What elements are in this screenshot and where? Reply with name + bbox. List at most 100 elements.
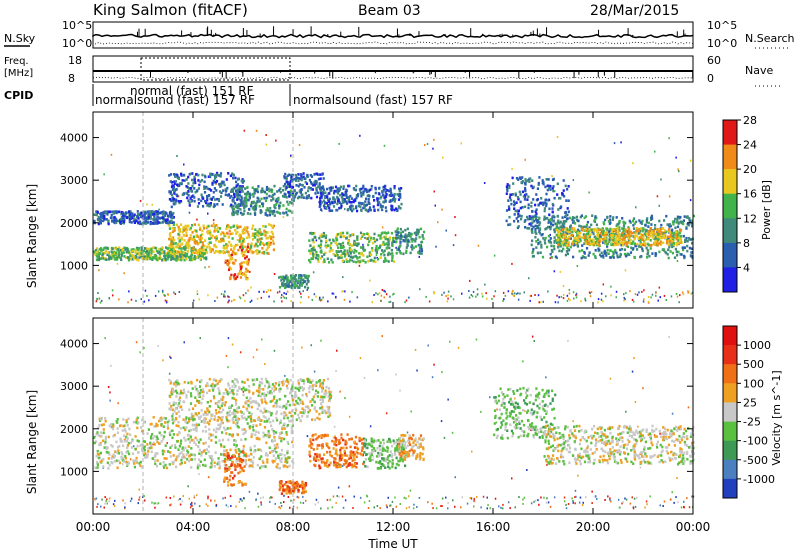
data-cell — [342, 260, 346, 264]
data-cell — [185, 242, 188, 245]
data-cell — [165, 246, 168, 249]
data-cell — [681, 246, 684, 250]
data-cell — [209, 241, 212, 244]
data-cell — [319, 208, 323, 211]
scatter-cell — [663, 294, 666, 297]
data-cell — [200, 179, 204, 182]
scatter-cell — [433, 190, 435, 193]
scatter-cell — [296, 506, 299, 509]
data-cell — [292, 462, 295, 465]
data-cell — [269, 420, 272, 424]
data-cell — [242, 238, 245, 241]
data-cell — [234, 448, 237, 452]
data-cell — [536, 251, 539, 255]
data-cell — [676, 253, 679, 257]
data-cell — [265, 248, 268, 252]
scatter-cell — [405, 299, 408, 302]
scatter-cell — [169, 504, 171, 507]
data-cell — [225, 432, 228, 435]
data-cell — [94, 249, 98, 252]
data-cell — [277, 196, 280, 200]
data-cell — [284, 182, 287, 186]
data-cell — [185, 234, 188, 237]
data-cell — [314, 192, 317, 195]
data-cell — [553, 228, 556, 232]
data-cell — [217, 240, 220, 243]
data-cell — [531, 251, 534, 255]
data-cell — [193, 229, 197, 232]
data-cell — [577, 219, 580, 223]
data-cell — [553, 239, 556, 243]
data-cell — [420, 249, 424, 253]
data-cell — [609, 218, 612, 222]
data-cell — [179, 442, 182, 445]
scatter-cell — [283, 292, 285, 295]
data-cell — [649, 229, 652, 233]
data-cell — [234, 211, 237, 215]
data-cell — [328, 261, 331, 264]
data-cell — [236, 212, 239, 216]
data-cell — [147, 221, 150, 224]
scatter-cell — [572, 500, 574, 503]
data-cell — [168, 190, 171, 194]
data-cell — [669, 235, 672, 239]
data-cell — [531, 221, 534, 224]
data-cell — [244, 245, 247, 249]
data-cell — [243, 204, 246, 207]
data-cell — [132, 248, 135, 251]
data-cell — [544, 227, 547, 231]
data-cell — [105, 210, 108, 213]
data-cell — [348, 200, 351, 204]
data-cell — [305, 182, 309, 185]
scatter-cell — [687, 290, 689, 293]
data-cell — [206, 196, 209, 200]
data-cell — [256, 238, 259, 242]
data-cell — [561, 222, 564, 225]
scatter-cell — [154, 502, 157, 505]
data-cell — [119, 222, 122, 225]
data-cell — [400, 202, 403, 206]
scatter-cell — [368, 500, 371, 502]
data-cell — [233, 245, 236, 248]
cpid-segment-3: normalsound (fast) 157 RF — [293, 93, 453, 107]
data-cell — [548, 187, 551, 190]
scatter-cell — [523, 291, 525, 294]
data-cell — [630, 246, 633, 250]
data-cell — [135, 421, 138, 424]
data-cell — [258, 237, 261, 241]
data-cell — [662, 241, 665, 245]
data-cell — [562, 247, 565, 251]
data-cell — [512, 200, 516, 203]
data-cell — [256, 252, 259, 255]
data-cell — [583, 252, 586, 255]
scatter-cell — [173, 495, 175, 498]
data-cell — [236, 243, 239, 247]
scatter-cell — [95, 497, 98, 500]
data-cell — [345, 260, 349, 263]
data-cell — [222, 180, 225, 184]
data-cell — [677, 250, 680, 254]
scatter-cell — [502, 299, 504, 302]
data-cell — [359, 237, 362, 240]
scatter-cell — [100, 299, 103, 302]
data-cell — [363, 232, 366, 236]
data-cell — [672, 232, 675, 235]
scatter-cell — [138, 488, 140, 491]
scatter-cell — [634, 445, 637, 448]
data-cell — [563, 222, 566, 225]
data-cell — [144, 456, 147, 459]
scatter-cell — [138, 496, 141, 499]
velocity-marks — [93, 318, 695, 514]
data-cell — [535, 208, 538, 211]
data-cell — [519, 200, 522, 204]
data-cell — [628, 241, 631, 245]
scatter-cell — [530, 429, 532, 432]
data-cell — [105, 250, 108, 253]
data-cell — [672, 243, 675, 247]
scatter-cell — [489, 396, 491, 399]
data-cell — [286, 180, 289, 184]
scatter-cell — [624, 298, 626, 301]
scatter-cell — [435, 245, 437, 248]
data-cell — [303, 186, 306, 189]
nsky-line — [92, 33, 694, 39]
